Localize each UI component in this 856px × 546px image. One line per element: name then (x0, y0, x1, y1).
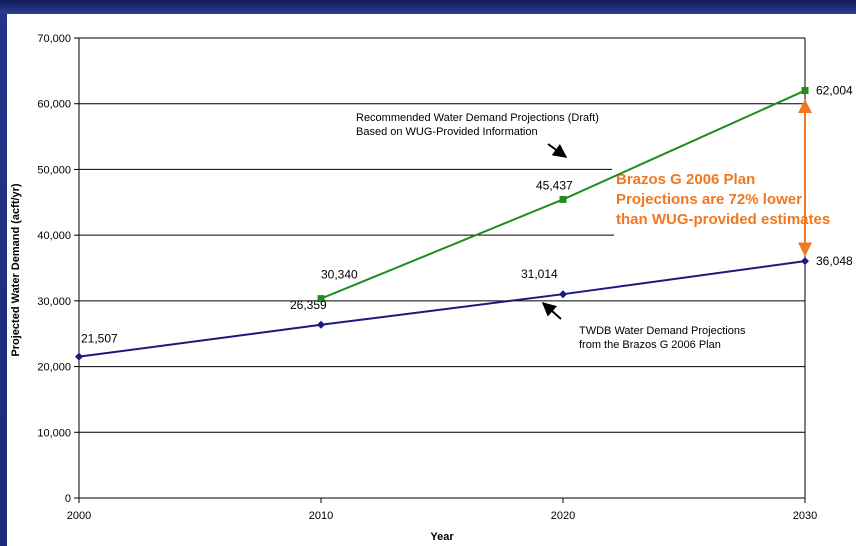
data-label-recommended: 62,004 (816, 84, 853, 98)
x-axis-title: Year (430, 531, 454, 543)
y-tick-label: 10,000 (37, 427, 71, 439)
x-tick-label: 2030 (793, 510, 817, 522)
data-label-twdb: 21,507 (81, 332, 118, 346)
data-label-twdb: 31,014 (521, 267, 558, 281)
data-point-twdb (559, 290, 567, 299)
x-tick-label: 2020 (551, 510, 575, 522)
gridlines (79, 37, 805, 433)
y-tick-label: 70,000 (37, 33, 71, 45)
data-point-recommended (317, 295, 325, 303)
callout-line: Projections are 72% lower (616, 191, 802, 208)
recommended-note-line: Based on WUG-Provided Information (356, 126, 538, 138)
twdb-note-line: from the Brazos G 2006 Plan (579, 339, 721, 351)
data-label-recommended: 30,340 (321, 268, 358, 282)
recommended-note-arrow (547, 143, 568, 158)
y-tick-label: 50,000 (37, 164, 71, 176)
twdb-note-arrow (541, 302, 562, 320)
data-label-recommended: 45,437 (536, 178, 573, 192)
x-tick-label: 2000 (67, 510, 91, 522)
data-label-twdb: 26,359 (290, 298, 327, 312)
data-point-twdb (75, 352, 83, 361)
data-point-recommended (559, 195, 567, 203)
slide-title-band (0, 0, 856, 14)
data-point-twdb (317, 320, 325, 329)
callout-background (612, 164, 856, 234)
x-axis-tick-labels: 2000 2010 2020 2030 (67, 510, 817, 522)
callout-line: than WUG-provided estimates (616, 211, 830, 228)
y-tick-label: 60,000 (37, 99, 71, 111)
chart-panel (7, 14, 856, 546)
data-point-twdb (801, 257, 809, 266)
y-axis-tick-labels: 0 10,000 20,000 30,000 40,000 50,000 60,000 70,… (37, 33, 71, 505)
twdb-note-line: TWDB Water Demand Projections (579, 325, 746, 337)
recommended-note-line: Recommended Water Demand Projections (Dr… (356, 112, 599, 124)
x-tick-label: 2010 (309, 510, 333, 522)
data-series (75, 87, 809, 361)
y-tick-label: 40,000 (37, 230, 71, 242)
y-tick-label: 20,000 (37, 362, 71, 374)
y-axis-title: Projected Water Demand (acft/yr) (10, 183, 22, 357)
axes (74, 37, 806, 503)
annotations: Recommended Water Demand Projections (Dr… (356, 99, 856, 351)
data-point-recommended (801, 87, 809, 95)
callout-line: Brazos G 2006 Plan (616, 171, 755, 188)
series-line-twdb (78, 260, 806, 358)
y-tick-label: 0 (65, 493, 71, 505)
data-label-twdb: 36,048 (816, 254, 853, 268)
y-tick-label: 30,000 (37, 296, 71, 308)
data-labels: 30,340 45,437 62,004 21,507 26,359 31,014 36,0… (81, 84, 853, 346)
